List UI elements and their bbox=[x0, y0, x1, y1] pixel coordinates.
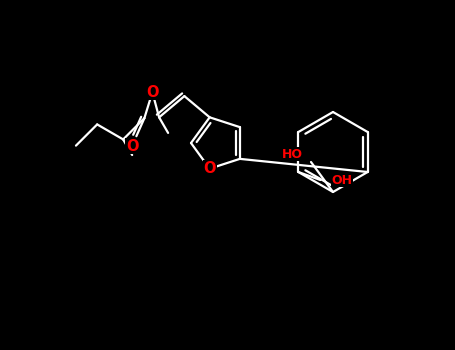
Text: OH: OH bbox=[331, 174, 352, 187]
Text: HO: HO bbox=[282, 147, 303, 161]
Text: O: O bbox=[146, 85, 159, 100]
Text: O: O bbox=[203, 161, 216, 176]
Text: O: O bbox=[126, 139, 139, 154]
